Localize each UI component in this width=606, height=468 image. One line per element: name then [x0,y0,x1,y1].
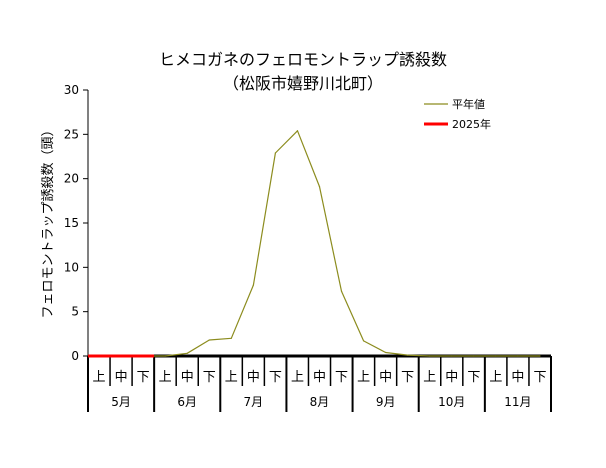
y-tick-label: 30 [64,83,79,97]
data-point-normal-year [164,355,166,357]
data-point-normal-year [340,290,343,292]
data-point-normal-year [451,355,453,357]
y-tick-label: 25 [64,127,79,141]
x-tick-label: 上 [93,370,106,385]
data-point-normal-year [539,355,541,357]
chart-subtitle: （松阪市嬉野川北町） [222,74,383,93]
x-tick-label: 上 [225,370,238,385]
y-axis-title: フェロモントラップ誘殺数（頭） [41,123,56,318]
data-point-year-2025 [120,355,122,357]
x-tick-label: 下 [335,370,348,385]
data-point-normal-year [473,355,475,357]
legend-label-year-2025: 2025年 [452,117,491,131]
data-point-year-2025 [98,355,100,357]
data-point-normal-year [208,339,210,341]
y-tick-label: 20 [64,172,79,186]
x-tick-label: 上 [489,370,502,385]
data-point-normal-year [230,337,232,339]
data-point-normal-year [495,355,497,357]
data-point-normal-year [186,352,188,354]
x-tick-label: 中 [511,370,524,385]
month-label: 6月 [177,395,197,409]
data-point-normal-year [252,284,254,286]
data-point-normal-year [296,130,299,132]
x-tick-label: 下 [269,370,282,385]
data-point-normal-year [362,340,365,342]
data-point-normal-year [274,152,277,154]
x-tick-label: 上 [357,370,370,385]
month-label: 8月 [310,395,330,409]
x-tick-label: 中 [115,370,128,385]
data-point-normal-year [385,351,387,354]
data-point-normal-year [318,186,321,188]
x-tick-label: 中 [181,370,194,385]
x-tick-label: 中 [445,370,458,385]
y-tick-label: 15 [64,216,79,230]
month-label: 11月 [504,395,531,409]
x-tick-label: 中 [247,370,260,385]
x-tick-label: 下 [401,370,414,385]
month-label: 5月 [111,395,131,409]
chart-title: ヒメコガネのフェロモントラップ誘殺数 [158,50,447,69]
data-point-normal-year [407,354,409,356]
y-tick-label: 5 [71,305,79,319]
month-label: 9月 [376,395,396,409]
x-tick-label: 上 [159,370,172,385]
month-label: 10月 [438,395,465,409]
series-line-normal-year [99,130,540,357]
x-tick-label: 下 [203,370,216,385]
x-tick-label: 上 [423,370,436,385]
y-tick-label: 10 [64,260,79,274]
data-point-normal-year [517,355,519,357]
x-tick-label: 中 [313,370,326,385]
x-tick-label: 下 [137,370,150,385]
legend-label-normal-year: 平年値 [452,97,485,111]
data-point-normal-year [429,355,431,357]
x-tick-label: 中 [379,370,392,385]
y-tick-label: 0 [71,349,79,363]
data-point-year-2025 [142,355,144,357]
x-tick-label: 下 [467,370,480,385]
month-label: 7月 [244,395,264,409]
x-tick-label: 下 [533,370,546,385]
x-tick-label: 上 [291,370,304,385]
